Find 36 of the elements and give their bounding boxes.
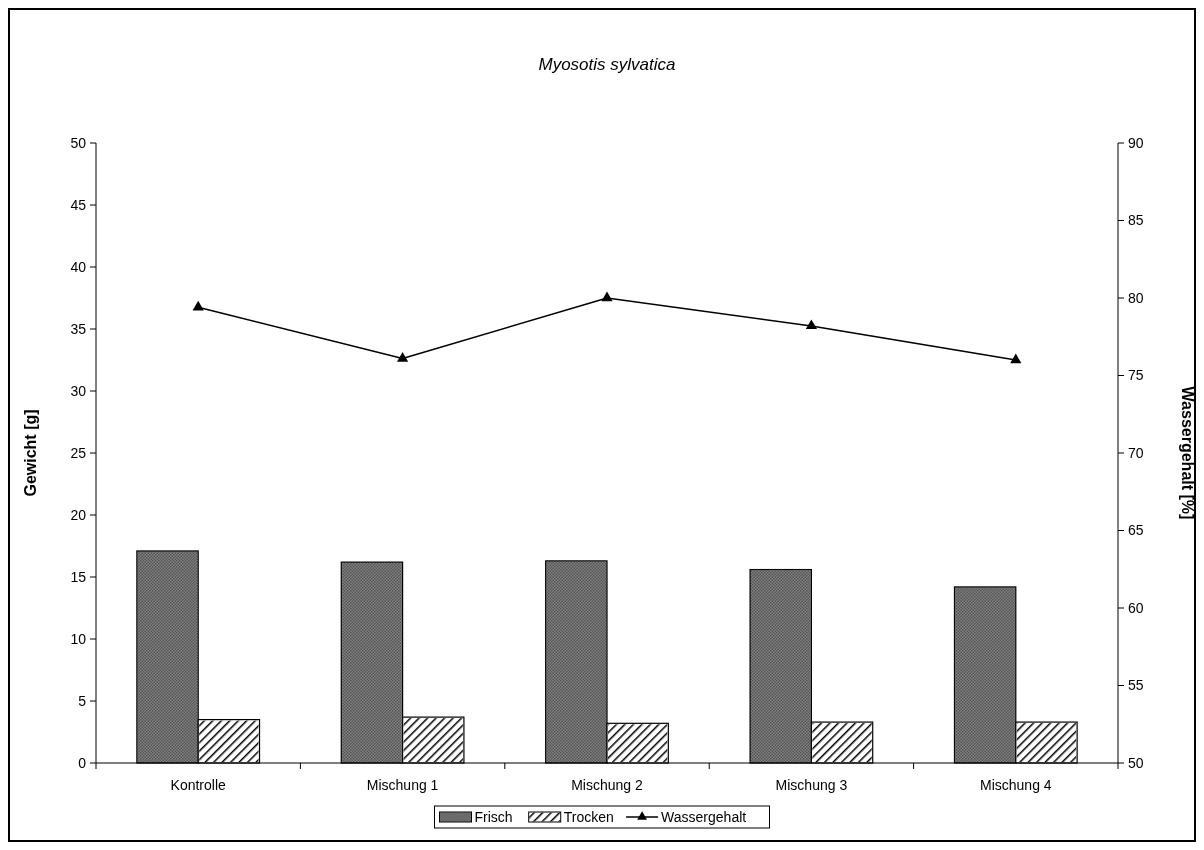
y-tick-label: 40: [70, 258, 87, 275]
y2-tick-label: 70: [1128, 444, 1144, 461]
point: [192, 300, 204, 311]
point: [1010, 353, 1022, 364]
y-tick-label: 15: [70, 568, 87, 585]
x-tick-label: Mischung 3: [775, 777, 848, 793]
y2-tick-label: 75: [1128, 367, 1144, 384]
y-tick-label: 35: [70, 320, 87, 337]
y-tick-label: 20: [70, 506, 87, 523]
y2-tick-label: 90: [1128, 134, 1144, 151]
chart-title: Myosotis sylvatica: [538, 55, 676, 74]
y-tick-label: 10: [70, 630, 87, 647]
legend-label: Trocken: [563, 808, 614, 825]
legend-label: Frisch: [474, 808, 513, 825]
x-tick-label: Mischung 1: [366, 777, 439, 793]
x-tick-label: Mischung 2: [571, 777, 644, 793]
y2-tick-label: 80: [1128, 289, 1144, 306]
point: [397, 352, 409, 362]
x-tick-label: Mischung 4: [980, 777, 1052, 793]
y-tick-label: 50: [70, 134, 87, 151]
y2-axis-title: Wassergehalt [%]: [1179, 386, 1197, 520]
y-tick-label: 25: [70, 444, 87, 461]
y2-tick-label: 65: [1128, 522, 1144, 539]
point: [601, 291, 613, 302]
y-tick-label: 30: [70, 382, 87, 399]
x-tick-label: Kontrolle: [170, 777, 227, 793]
y-tick-label: 0: [78, 754, 87, 771]
y-tick-label: 5: [78, 692, 87, 709]
point: [805, 319, 817, 330]
legend-label: Wassergehalt: [661, 808, 747, 825]
y-tick-label: 45: [70, 196, 87, 213]
y2-tick-label: 50: [1128, 754, 1144, 771]
y2-tick-label: 85: [1128, 212, 1144, 229]
y2-tick-label: 60: [1128, 599, 1144, 616]
y2-tick-label: 55: [1128, 677, 1144, 694]
y-axis-title: Gewicht [g]: [22, 409, 39, 497]
